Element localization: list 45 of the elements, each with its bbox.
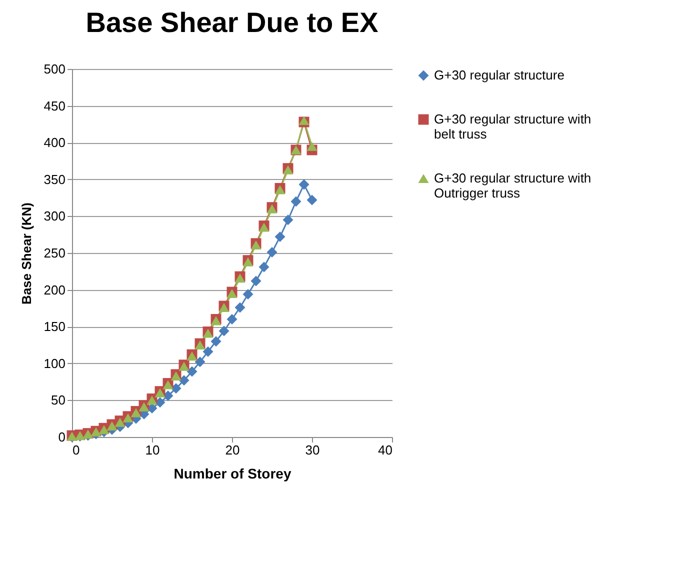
legend-label: G+30 regular structure with Outrigger truss (434, 170, 592, 200)
x-tick-label: 40 (378, 442, 392, 458)
point (162, 390, 174, 402)
point (266, 247, 278, 258)
point (170, 383, 182, 394)
y-tick-label: 300 (44, 208, 66, 224)
point (98, 425, 110, 434)
y-tick-label: 50 (51, 392, 66, 408)
y-tick-label: 350 (44, 172, 66, 187)
point (274, 232, 286, 242)
y-tick-label: 100 (44, 356, 66, 371)
legend-label: G+30 regular structure (434, 68, 564, 82)
point (186, 352, 198, 361)
chart-title: Base Shear Due to EX (86, 7, 379, 38)
point (146, 396, 158, 405)
y-tick-label: 0 (58, 430, 66, 444)
x-axis-title: Number of Storey (174, 466, 292, 482)
x-tick-label: 0 (72, 442, 80, 458)
y-tick-label: 450 (44, 98, 66, 114)
x-tick-label: 30 (305, 442, 320, 458)
point (282, 214, 294, 226)
y-tick-label: 150 (44, 319, 66, 334)
x-tick-label: 10 (145, 442, 160, 458)
point (218, 326, 230, 336)
point (210, 336, 222, 347)
point (202, 346, 214, 357)
point (290, 196, 302, 207)
point (258, 262, 270, 272)
point (242, 288, 254, 300)
y-axis-title: Base Shear (KN) (18, 202, 34, 304)
point (178, 375, 190, 386)
point (234, 302, 246, 313)
point (250, 276, 262, 286)
legend-label: G+30 regular structure with belt truss (434, 112, 592, 142)
point (226, 314, 238, 324)
y-tick-label: 500 (44, 62, 66, 76)
x-tick-label: 20 (225, 442, 240, 458)
point (306, 142, 318, 151)
point (194, 356, 206, 368)
point (298, 179, 310, 190)
y-tick-label: 400 (44, 135, 66, 150)
y-tick-label: 200 (44, 282, 66, 298)
y-tick-label: 250 (44, 246, 66, 260)
point (186, 366, 198, 377)
point (306, 194, 318, 206)
